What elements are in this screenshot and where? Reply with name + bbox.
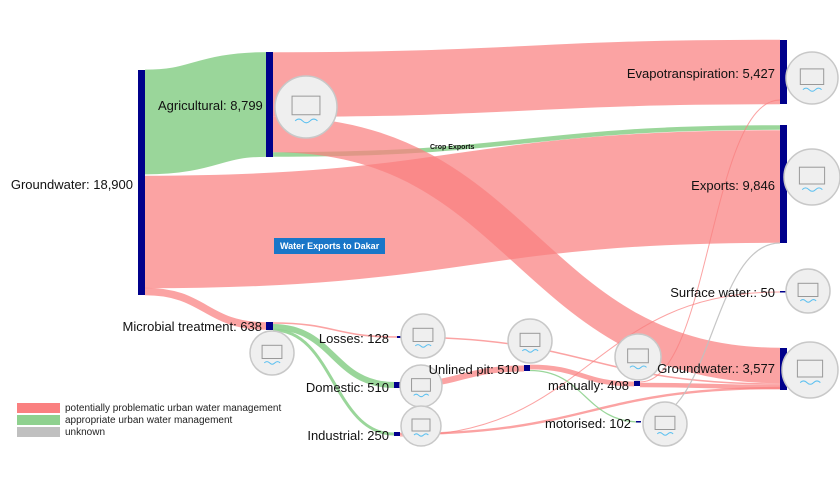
legend-label: unknown [65,426,106,438]
node-label-microbial: Microbial treatment: 638 [122,319,262,334]
node-label-agricultural: Agricultural: 8,799 [158,98,263,113]
node-losses[interactable] [397,336,401,338]
node-label-surface-water: Surface water.: 50 [670,285,775,300]
link-manuallyto-evapotranspiration [639,99,781,383]
exports-icon [783,148,840,206]
manual-emptying-icon [614,333,662,381]
losses-icon [400,313,446,359]
link-lossesto-groundwater- [399,336,781,385]
link-groundwaterto-microbial-treatment [144,287,267,330]
link-agriculturalto-evapotranspiration [272,39,781,117]
evapotranspiration-icon [785,51,839,105]
legend-item-unknown: unknown [17,426,281,438]
water-exports-label: Water Exports to Dakar [274,238,386,254]
node-label-groundwater-sink: Groundwater.: 3,577 [657,361,775,376]
motorised-emptying-icon [642,401,688,447]
legend-item-problematic: potentially problematic urban water mana… [17,402,281,414]
node-label-groundwater-source: Groundwater: 18,900 [10,177,133,192]
node-microbial[interactable] [266,322,273,330]
link-industrialto-groundwater- [399,386,781,436]
link-microbial-treatmentto-domestic [272,323,395,389]
node-label-evapotranspiration: Evapotranspiration: 5,427 [626,66,775,81]
node-manually[interactable] [634,381,640,386]
legend-item-appropriate: appropriate urban water management [17,414,281,426]
legend-swatch [17,427,60,437]
link-groundwaterto-agricultural [143,52,269,175]
node-unlined-pit[interactable] [524,365,530,371]
node-agricultural[interactable] [266,52,273,157]
node-surface-water[interactable] [780,291,787,293]
link-microbial-treatmentto-losses [272,322,398,338]
node-label-exports: Exports: 9,846 [691,178,775,193]
link-manuallyto-groundwater- [639,382,781,390]
node-motorised[interactable] [636,421,641,423]
industrial-icon [400,405,442,447]
legend-label: appropriate urban water management [65,414,233,426]
legend: potentially problematic urban water mana… [17,402,281,438]
legend-swatch [17,403,60,413]
node-label-domestic: Domestic: 510 [305,380,389,395]
link-microbial-treatmentto-industrial [272,328,395,436]
node-evapotranspiration[interactable] [780,40,787,104]
node-label-unlined-pit: Unlined pit: 510 [428,362,519,377]
legend-label: potentially problematic urban water mana… [65,402,282,414]
link-agriculturalto-groundwater- [272,116,781,384]
link-industrialto-surface-water- [399,291,781,437]
legend-swatch [17,415,60,425]
microbial-treatment-icon [249,330,295,376]
agriculture-icon [274,75,338,139]
node-label-motorised: motorised: 102 [545,416,631,431]
unlined-pit-icon [507,318,553,364]
link-unlined-pitto-motorised [529,369,641,423]
node-label-losses: Losses: 128 [318,331,389,346]
domestic-icon [399,364,443,408]
groundwater-icon [781,341,839,399]
node-groundwater-source[interactable] [138,70,145,295]
node-label-industrial: Industrial: 250 [307,428,389,443]
node-domestic[interactable] [394,382,400,388]
node-industrial[interactable] [394,432,400,436]
crop-exports-label: Crop Exports [430,144,475,151]
surface-water-icon [785,268,831,314]
node-exports[interactable] [780,125,787,243]
link-unlined-pitto-manually [529,364,635,387]
node-label-manually: manually: 408 [548,378,629,393]
